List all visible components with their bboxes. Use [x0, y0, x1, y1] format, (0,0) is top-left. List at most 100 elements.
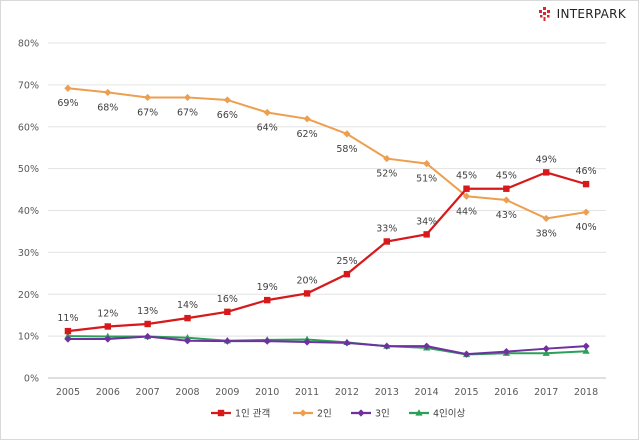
data-label: 12% [97, 308, 118, 319]
y-tick-label: 10% [18, 332, 39, 343]
data-point [303, 338, 311, 346]
x-tick-label: 2017 [534, 387, 558, 398]
data-label: 19% [257, 282, 278, 293]
data-label: 52% [376, 169, 397, 180]
data-point [144, 332, 152, 341]
legend-marker [357, 409, 365, 417]
data-label: 43% [496, 210, 517, 221]
data-label: 44% [456, 206, 477, 217]
x-tick-label: 2008 [175, 387, 199, 398]
data-point [264, 296, 271, 304]
data-point [223, 96, 231, 104]
legend-label: 3인 [375, 409, 390, 420]
data-label: 11% [57, 313, 78, 324]
data-point [184, 314, 191, 322]
y-tick-label: 70% [18, 80, 39, 91]
x-tick-label: 2012 [335, 387, 359, 398]
brand-name: INTERPARK [556, 7, 626, 21]
legend-label: 2인 [317, 409, 332, 420]
data-point [64, 327, 72, 335]
data-point [343, 339, 351, 347]
data-point [502, 196, 510, 204]
data-point [542, 214, 550, 223]
data-point [542, 349, 550, 356]
data-label: 45% [456, 171, 477, 182]
data-label: 58% [336, 144, 357, 155]
y-tick-label: 50% [18, 164, 39, 175]
x-tick-label: 2010 [255, 387, 279, 398]
data-point [223, 337, 231, 345]
data-point [104, 335, 112, 343]
data-point [462, 192, 471, 200]
y-tick-label: 40% [18, 206, 39, 217]
data-point [503, 185, 510, 192]
interpark-flower-icon [538, 7, 550, 21]
data-point [263, 108, 271, 117]
data-point [463, 185, 470, 192]
data-point [144, 320, 151, 328]
y-tick-label: 60% [18, 122, 39, 133]
data-point [224, 308, 231, 316]
data-point [343, 270, 351, 278]
data-label: 40% [576, 222, 597, 233]
legend-marker [299, 409, 307, 417]
data-point [543, 169, 550, 176]
x-tick-label: 2005 [56, 387, 80, 398]
data-point [263, 337, 271, 345]
data-label: 68% [97, 102, 118, 113]
series-line [67, 335, 587, 356]
data-point [104, 323, 111, 330]
data-label: 67% [137, 107, 158, 118]
brand-logo: INTERPARK [537, 7, 626, 21]
x-tick-label: 2016 [494, 387, 518, 398]
x-tick-label: 2009 [215, 387, 239, 398]
x-tick-label: 2006 [96, 387, 120, 398]
data-point [462, 350, 471, 358]
data-point [64, 335, 72, 343]
data-point [383, 238, 390, 245]
data-label: 16% [217, 294, 238, 305]
x-tick-label: 2013 [375, 387, 399, 398]
data-point [343, 130, 351, 138]
data-label: 33% [376, 223, 397, 234]
data-label: 62% [297, 129, 318, 140]
data-point [423, 342, 431, 350]
data-label: 14% [177, 300, 198, 311]
y-tick-label: 80% [18, 39, 39, 50]
data-label: 67% [177, 107, 198, 118]
data-point [303, 290, 311, 297]
data-point [64, 84, 72, 92]
data-point [582, 342, 590, 350]
x-tick-label: 2011 [295, 387, 319, 398]
data-label: 49% [536, 154, 557, 165]
data-point [542, 345, 550, 353]
y-tick-label: 30% [18, 248, 39, 259]
data-point [502, 348, 510, 356]
data-label: 13% [137, 306, 158, 317]
x-tick-label: 2015 [454, 387, 478, 398]
data-label: 34% [416, 216, 437, 227]
data-point [423, 160, 431, 168]
data-label: 38% [536, 228, 557, 239]
data-label: 64% [257, 123, 278, 134]
data-point [383, 342, 391, 350]
data-point [183, 337, 192, 345]
series-line [67, 87, 587, 220]
data-label: 51% [416, 174, 437, 185]
data-point [303, 115, 311, 123]
legend-label: 1인 관객 [235, 409, 270, 420]
legend-marker [217, 409, 225, 417]
data-point [582, 347, 590, 354]
x-tick-label: 2018 [574, 387, 598, 398]
y-tick-label: 20% [18, 290, 39, 301]
data-point [104, 88, 112, 97]
x-tick-label: 2007 [136, 387, 160, 398]
legend-label: 4인이상 [433, 409, 466, 420]
x-tick-label: 2014 [415, 387, 439, 398]
data-label: 25% [336, 256, 357, 267]
data-point [183, 93, 192, 102]
data-point [582, 208, 590, 216]
data-point [144, 93, 152, 102]
